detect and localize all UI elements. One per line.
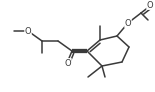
Text: O: O	[125, 18, 131, 28]
Text: O: O	[25, 26, 31, 36]
Text: O: O	[65, 59, 71, 68]
Text: O: O	[147, 0, 153, 9]
